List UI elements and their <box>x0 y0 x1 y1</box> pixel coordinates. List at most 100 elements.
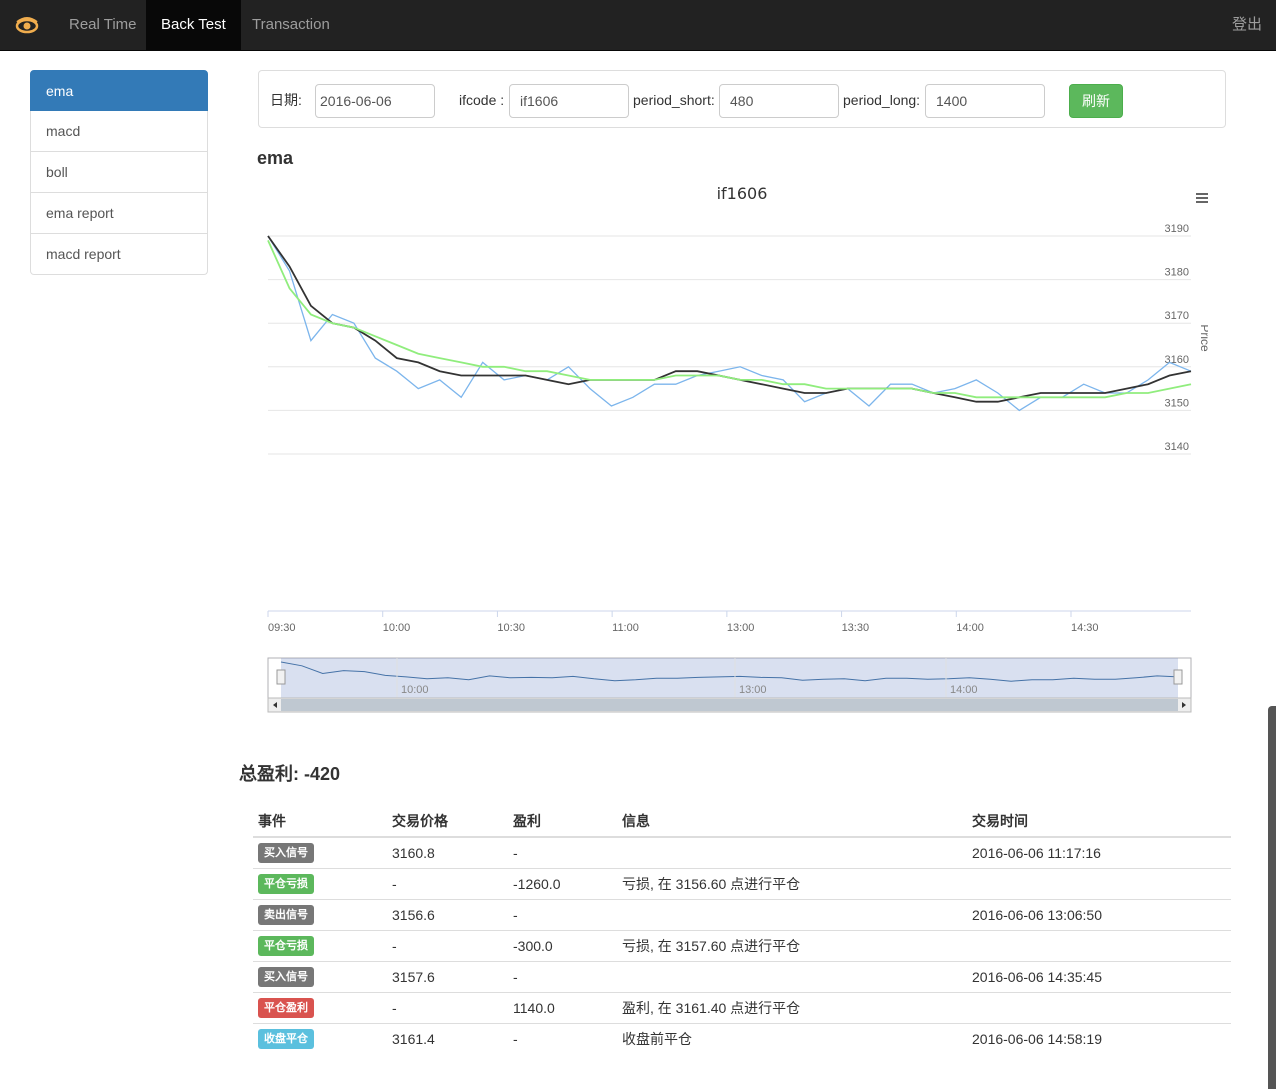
navigator-label: 13:00 <box>739 684 767 696</box>
event-cell: 收盘平仓 <box>253 1023 387 1054</box>
series-line-2 <box>267 240 1192 399</box>
transactions-table: 事件 交易价格 盈利 信息 交易时间 买入信号 3160.8-2016-06-06… <box>253 806 1231 1054</box>
ifcode-input[interactable] <box>509 84 629 118</box>
total-profit: 总盈利: -420 <box>239 764 341 784</box>
sidebar-item-boll[interactable]: boll <box>30 152 208 193</box>
price-cell: - <box>387 930 508 962</box>
info-cell <box>617 836 967 869</box>
nav-tab-real-time[interactable]: Real Time <box>69 16 137 33</box>
time-cell: 2016-06-06 13:06:50 <box>967 899 1231 931</box>
ifcode-label: ifcode : <box>459 92 505 108</box>
x-tick-label: 11:00 <box>612 622 639 634</box>
col-header-event: 事件 <box>253 806 387 838</box>
event-badge: 买入信号 <box>258 967 314 987</box>
info-cell: 盈利, 在 3161.40 点进行平仓 <box>617 992 967 1024</box>
info-cell <box>617 961 967 993</box>
eye-logo-icon[interactable] <box>14 13 40 39</box>
time-cell <box>967 930 1231 962</box>
event-badge: 卖出信号 <box>258 905 314 925</box>
price-cell: - <box>387 992 508 1024</box>
x-tick-label: 10:30 <box>497 622 525 634</box>
navigator-scrollbar-thumb[interactable] <box>281 699 1178 711</box>
event-badge: 平仓盈利 <box>258 998 314 1018</box>
event-cell: 卖出信号 <box>253 899 387 931</box>
period-short-input[interactable] <box>719 84 839 118</box>
navigator-label: 14:00 <box>950 684 978 696</box>
profit-cell: - <box>508 836 617 869</box>
navbar: Real Time Back Test Transaction 登出 <box>0 0 1276 51</box>
profit-cell: -1260.0 <box>508 868 617 900</box>
query-form: 日期: ifcode : period_short: period_long: … <box>258 70 1226 128</box>
sidebar: ema macd boll ema report macd report <box>30 70 208 275</box>
time-cell: 2016-06-06 11:17:16 <box>967 836 1231 869</box>
price-cell: 3160.8 <box>387 836 508 869</box>
refresh-button[interactable]: 刷新 <box>1069 84 1123 118</box>
section-title: ema <box>257 148 294 168</box>
sidebar-item-macd-report[interactable]: macd report <box>30 234 208 275</box>
table-header-row: 事件 交易价格 盈利 信息 交易时间 <box>253 806 1231 838</box>
page-scrollbar[interactable] <box>1268 706 1276 1089</box>
nav-tab-transaction[interactable]: Transaction <box>252 16 330 33</box>
table-row: 买入信号 3157.6- 2016-06-06 14:35:45 <box>253 961 1231 993</box>
col-header-time: 交易时间 <box>967 806 1231 838</box>
price-cell: 3161.4 <box>387 1023 508 1054</box>
table-row: 收盘平仓 3161.4- 收盘前平仓 2016-06-06 14:58:19 <box>253 1023 1231 1054</box>
nav-tab-back-test[interactable]: Back Test <box>146 0 241 50</box>
info-cell <box>617 899 967 931</box>
table-row: 卖出信号 3156.6- 2016-06-06 13:06:50 <box>253 899 1231 931</box>
price-cell: 3156.6 <box>387 899 508 931</box>
profit-cell: - <box>508 899 617 931</box>
navigator-handle-right[interactable] <box>1173 669 1183 685</box>
profit-cell: - <box>508 961 617 993</box>
sidebar-item-macd[interactable]: macd <box>30 111 208 152</box>
x-tick-label: 09:30 <box>268 622 296 634</box>
navigator-selection[interactable] <box>281 658 1178 698</box>
profit-cell: - <box>508 1023 617 1054</box>
sidebar-item-ema-report[interactable]: ema report <box>30 193 208 234</box>
navigator-label: 10:00 <box>401 684 429 696</box>
period-long-input[interactable] <box>925 84 1045 118</box>
y-axis-title: Price <box>1198 324 1208 352</box>
event-cell: 平仓亏损 <box>253 930 387 962</box>
x-tick-label: 13:00 <box>727 622 755 634</box>
price-cell: - <box>387 868 508 900</box>
y-tick-label: 3140 <box>1165 441 1189 453</box>
col-header-info: 信息 <box>617 806 967 838</box>
series-line-0 <box>267 235 1192 412</box>
profit-cell: -300.0 <box>508 930 617 962</box>
col-header-profit: 盈利 <box>508 806 617 838</box>
time-cell <box>967 868 1231 900</box>
event-cell: 买入信号 <box>253 961 387 993</box>
event-badge: 买入信号 <box>258 843 314 863</box>
navigator-handle-left[interactable] <box>276 669 286 685</box>
x-tick-label: 14:00 <box>956 622 984 634</box>
chart-navigator[interactable]: 10:00 13:00 14:00 <box>267 657 1192 713</box>
x-tick-label: 10:00 <box>383 622 411 634</box>
table-row: 买入信号 3160.8- 2016-06-06 11:17:16 <box>253 836 1231 869</box>
event-badge: 平仓亏损 <box>258 936 314 956</box>
event-badge: 平仓亏损 <box>258 874 314 894</box>
y-tick-label: 3190 <box>1165 223 1189 235</box>
event-cell: 平仓亏损 <box>253 868 387 900</box>
time-cell: 2016-06-06 14:35:45 <box>967 961 1231 993</box>
col-header-price: 交易价格 <box>387 806 508 838</box>
navigator-series <box>280 661 1179 682</box>
info-cell: 亏损, 在 3156.60 点进行平仓 <box>617 868 967 900</box>
table-row: 平仓盈利 -1140.0 盈利, 在 3161.40 点进行平仓 <box>253 992 1231 1024</box>
info-cell: 收盘前平仓 <box>617 1023 967 1054</box>
y-tick-label: 3180 <box>1165 267 1189 279</box>
scroll-left-arrow-icon[interactable] <box>273 702 277 708</box>
period-long-label: period_long: <box>843 92 921 108</box>
x-tick-label: 13:30 <box>842 622 870 634</box>
time-cell: 2016-06-06 14:58:19 <box>967 1023 1231 1054</box>
chart-menu-icon[interactable] <box>1193 188 1208 208</box>
date-input[interactable] <box>315 84 435 118</box>
table-row: 平仓亏损 - -1260.0 亏损, 在 3156.60 点进行平仓 <box>253 868 1231 900</box>
sidebar-item-ema[interactable]: ema <box>30 70 208 111</box>
y-tick-label: 3150 <box>1165 397 1189 409</box>
logout-link[interactable]: 登出 <box>1231 16 1262 33</box>
period-short-label: period_short: <box>633 92 715 108</box>
scroll-right-arrow-icon[interactable] <box>1182 702 1186 708</box>
chart-title: if1606 <box>717 184 768 203</box>
